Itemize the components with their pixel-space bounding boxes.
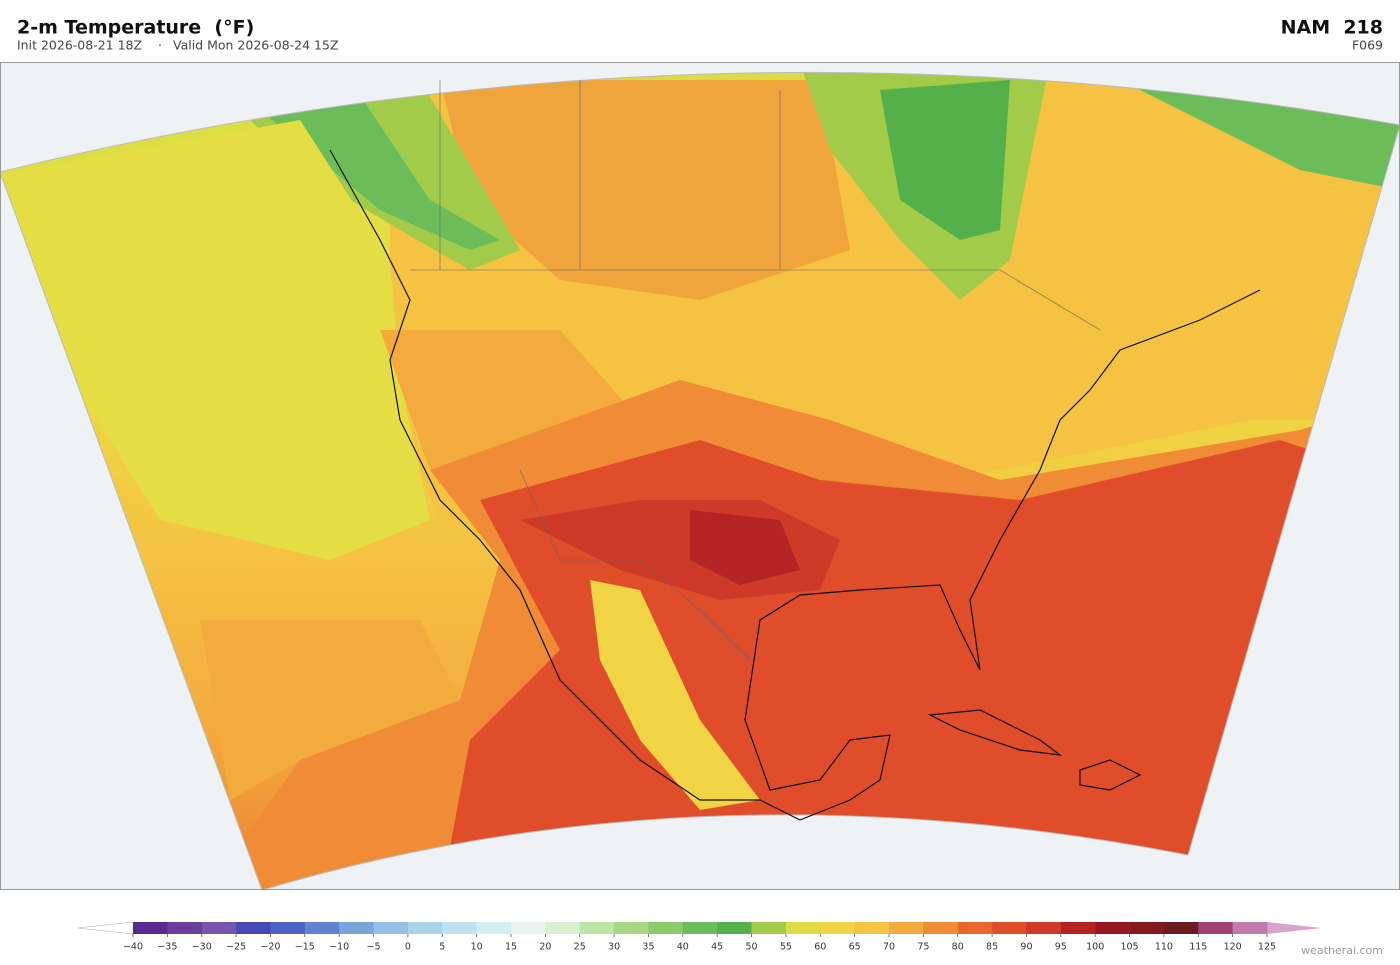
valid-time: Valid Mon 2026-08-24 15Z [173, 38, 339, 53]
colorbar-tick-label: 5 [439, 942, 445, 953]
colorbar-tick-label: 55 [780, 942, 792, 953]
colorbar-bin [1095, 922, 1130, 934]
colorbar-tick-label: 15 [505, 942, 517, 953]
colorbar-tick-label: 80 [952, 942, 964, 953]
colorbar-tick-label: −30 [192, 942, 212, 953]
colorbar-bin [579, 922, 615, 934]
forecast-hour: F069 [1352, 38, 1383, 53]
colorbar-bin [889, 922, 924, 934]
colorbar-tick-label: −25 [226, 942, 246, 953]
colorbar-tick-label: 0 [405, 942, 411, 953]
colorbar-tick-label: 125 [1258, 942, 1276, 953]
colorbar-tick-label: 70 [883, 942, 895, 953]
colorbar-bin [1026, 922, 1062, 934]
title: 2-m Temperature (°F) [17, 17, 254, 39]
colorbar-bin [751, 922, 787, 934]
init-time: Init 2026-08-21 18Z [17, 38, 142, 53]
colorbar-bin [957, 922, 993, 934]
colorbar-tick-label: 20 [539, 942, 551, 953]
colorbar-tick-label: 95 [1055, 942, 1067, 953]
colorbar-bin [1198, 922, 1233, 934]
colorbar-bin [133, 922, 168, 934]
colorbar-tick-label: 50 [745, 942, 757, 953]
colorbar-bin [442, 922, 477, 934]
colorbar-over [1267, 922, 1322, 934]
colorbar-bin [682, 922, 718, 934]
colorbar-tick-label: 105 [1120, 942, 1138, 953]
colorbar-tick-label: 100 [1086, 942, 1104, 953]
colorbar-tick-label: 75 [917, 942, 929, 953]
colorbar-under [77, 921, 134, 935]
colorbar-bin [373, 922, 409, 934]
colorbar-bin [236, 922, 271, 934]
colorbar-bin [1163, 922, 1199, 934]
colorbar-tick-label: 85 [986, 942, 998, 953]
colorbar-tick-label: 30 [608, 942, 620, 953]
colorbar-bin [854, 922, 890, 934]
colorbar-bin [476, 922, 512, 934]
colorbar-bin [1129, 922, 1165, 934]
colorbar-bin [304, 922, 340, 934]
colorbar-bin [339, 922, 374, 934]
colorbar-bin [407, 922, 443, 934]
temperature-field [0, 72, 1400, 890]
borders [410, 80, 1101, 661]
colorbar-tick-label: 90 [1020, 942, 1032, 953]
colorbar-bin [167, 922, 203, 934]
coastlines [329, 149, 1261, 821]
colorbar-bin [614, 922, 649, 934]
colorbar-tick-label: 45 [711, 942, 723, 953]
colorbar-tick-label: 115 [1189, 942, 1207, 953]
colorbar-bin [923, 922, 959, 934]
colorbar-tick-label: 25 [574, 942, 586, 953]
colorbar-bin [820, 922, 855, 934]
colorbar: −40 −35 −30 −25 −20 −15 −10 −5 0 5 10 15 20 25 30 35 40 4… [77, 921, 1322, 953]
colorbar-bin [511, 922, 546, 934]
colorbar-bin [545, 922, 581, 934]
colorbar-bin [1060, 922, 1096, 934]
colorbar-tick-label: 60 [814, 942, 826, 953]
colorbar-tick-label: −15 [295, 942, 315, 953]
colorbar-tick-label: 10 [471, 942, 483, 953]
colorbar-bin [648, 922, 684, 934]
watermark: weatherai.com [1301, 944, 1383, 957]
colorbar-tick-label: −10 [329, 942, 349, 953]
colorbar-bin [201, 922, 237, 934]
map [0, 62, 1400, 890]
colorbar-bin [785, 922, 821, 934]
colorbar-bin [992, 922, 1027, 934]
colorbar-tick-label: −35 [157, 942, 177, 953]
colorbar-tick-label: 120 [1224, 942, 1242, 953]
colorbar-tick-label: −20 [260, 942, 280, 953]
colorbar-tick-label: 35 [642, 942, 654, 953]
colorbar-tick-label: 40 [677, 942, 689, 953]
colorbar-tick-label: 65 [849, 942, 861, 953]
model: NAM 218 [1281, 17, 1383, 39]
colorbar-bin [1232, 922, 1268, 934]
colorbar-tick-label: −40 [123, 942, 143, 953]
colorbar-bin [270, 922, 306, 934]
colorbar-tick-label: −5 [367, 942, 381, 953]
colorbar-bin [717, 922, 752, 934]
colorbar-tick-label: 110 [1155, 942, 1173, 953]
separator: · [158, 38, 162, 53]
